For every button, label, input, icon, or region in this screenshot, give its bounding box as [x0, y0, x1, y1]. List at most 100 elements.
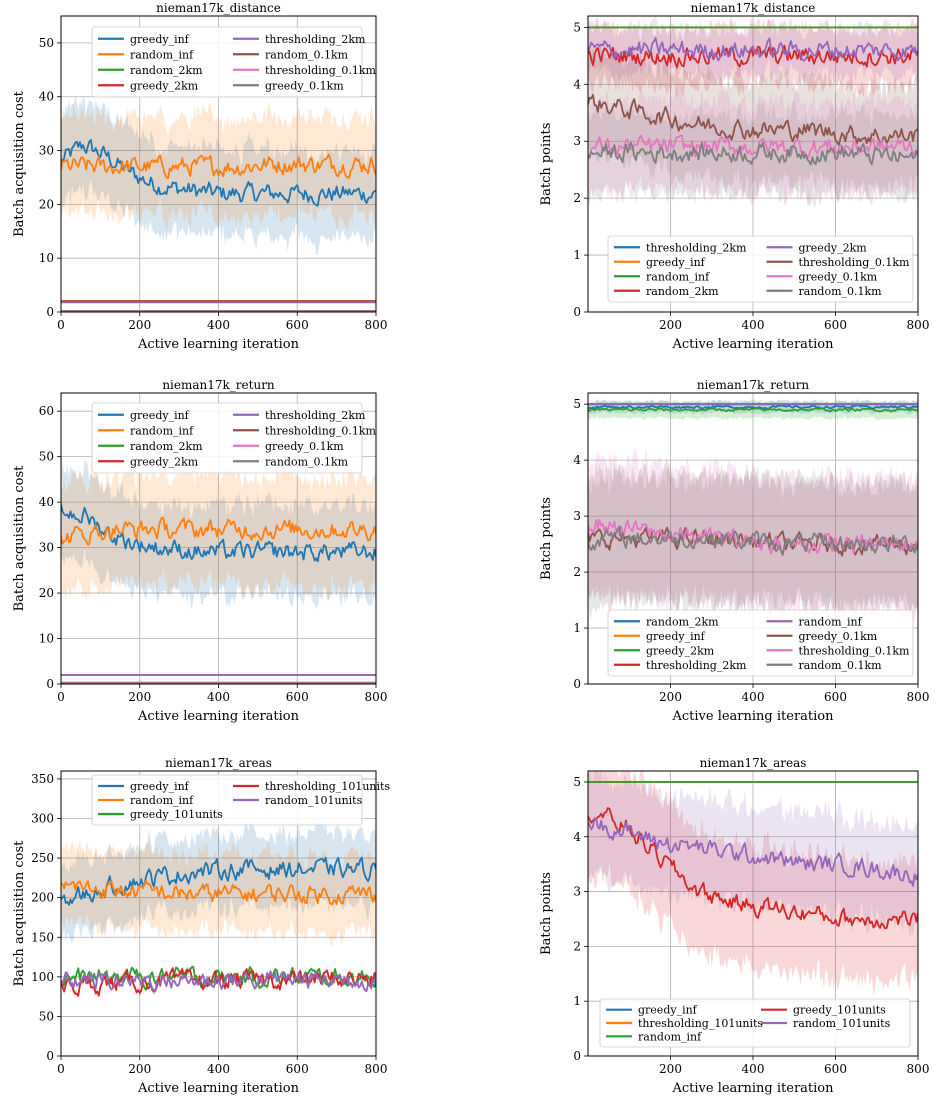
legend-item: greedy_101units	[761, 1004, 886, 1017]
x-tick-label: 400	[207, 318, 230, 332]
legend-item: random_2km	[614, 285, 719, 298]
legend-item: greedy_0.1km	[766, 270, 878, 283]
y-axis-label: Batch points	[539, 497, 554, 580]
legend-label: thresholding_0.1km	[799, 256, 910, 269]
lines	[588, 403, 918, 557]
legend-label: random_2km	[646, 615, 719, 628]
x-tick-label: 800	[365, 690, 388, 704]
legend-item: greedy_0.1km	[233, 440, 344, 453]
series-line-greedy_2km	[588, 407, 918, 413]
legend-label: thresholding_0.1km	[799, 644, 910, 657]
band-greedy_101units	[61, 964, 376, 993]
y-axis-label: Batch points	[539, 123, 554, 206]
legend-item: greedy_inf	[614, 630, 706, 643]
legend-label: greedy_inf	[130, 780, 190, 793]
x-axis-label: Active learning iteration	[671, 1081, 834, 1096]
x-tick-label: 200	[128, 1062, 151, 1076]
legend-label: greedy_0.1km	[799, 270, 878, 283]
y-tick-label: 3	[573, 509, 581, 523]
legend-item: random_0.1km	[766, 659, 882, 672]
y-tick-label: 1	[573, 248, 581, 262]
legend-box	[607, 235, 914, 303]
x-axis-label: Active learning iteration	[137, 1081, 300, 1096]
legend-box	[91, 26, 363, 98]
legend-label: random_101units	[793, 1017, 891, 1030]
legend-label: greedy_2km	[130, 79, 199, 92]
legend-label: greedy_0.1km	[799, 630, 878, 643]
legend-label: random_inf	[130, 424, 194, 437]
x-tick-label: 800	[907, 1062, 930, 1076]
legend-label: thresholding_0.1km	[265, 424, 376, 437]
legend-item: greedy_0.1km	[766, 630, 878, 643]
x-tick-label: 400	[207, 1062, 230, 1076]
x-axis-label: Active learning iteration	[671, 709, 834, 724]
legend-item: random_2km	[98, 440, 203, 453]
x-tick-label: 600	[824, 690, 847, 704]
y-tick-label: 5	[573, 775, 581, 789]
chart-title: nieman17k_distance	[691, 1, 816, 15]
x-axis-label: Active learning iteration	[671, 337, 834, 352]
legend-label: greedy_101units	[793, 1004, 886, 1017]
y-tick-label: 150	[31, 930, 54, 944]
legend-label: random_inf	[130, 794, 194, 807]
legend-item: greedy_2km	[614, 644, 715, 657]
x-tick-label: 200	[128, 690, 151, 704]
band-greedy_0.1km	[588, 86, 918, 206]
legend-item: thresholding_2km	[614, 659, 747, 672]
y-tick-label: 2	[573, 191, 581, 205]
chart-title: nieman17k_areas	[700, 756, 807, 770]
plot-area	[588, 399, 918, 629]
legend-item: random_101units	[761, 1017, 891, 1030]
band-thresholding_0.1km	[588, 42, 918, 203]
y-tick-label: 1	[573, 994, 581, 1008]
legend-label: thresholding_2km	[646, 659, 747, 672]
plot-area	[61, 821, 376, 1000]
legend-item: random_inf	[606, 1030, 702, 1043]
legend-item: thresholding_0.1km	[233, 424, 376, 437]
legend-item: greedy_inf	[606, 1004, 698, 1017]
legend-item: random_101units	[233, 794, 363, 807]
band-thresholding_0.1km	[588, 446, 918, 629]
legend-item: greedy_101units	[98, 808, 223, 821]
y-tick-label: 5	[573, 20, 581, 34]
chart-2: 200 400 600 800 0 1 2 3 4 5 nieman17k_distance Acti…	[539, 1, 929, 352]
legend-item: random_0.1km	[233, 48, 349, 61]
y-tick-label: 4	[573, 77, 581, 91]
legend-item: thresholding_2km	[614, 241, 747, 254]
legend-label: greedy_2km	[646, 644, 715, 657]
y-axis-label: Batch points	[539, 872, 554, 955]
x-tick-label: 0	[57, 318, 65, 332]
chart-title: nieman17k_return	[697, 378, 810, 392]
legend-item: thresholding_0.1km	[766, 256, 910, 269]
y-axis-label: Batch acquisition cost	[12, 90, 27, 237]
y-tick-label: 50	[39, 1009, 54, 1023]
x-tick-label: 200	[659, 318, 682, 332]
y-tick-label: 300	[31, 812, 54, 826]
chart-title: nieman17k_return	[162, 378, 275, 392]
y-tick-label: 0	[573, 305, 581, 319]
legend-label: greedy_0.1km	[265, 440, 344, 453]
legend-item: random_inf	[98, 424, 194, 437]
y-tick-label: 2	[573, 565, 581, 579]
y-axis-label: Batch acquisition cost	[12, 840, 27, 987]
legend-item: thresholding_0.1km	[766, 644, 910, 657]
series-line-greedy_0.1km	[588, 134, 918, 160]
x-tick-label: 800	[907, 690, 930, 704]
legend-item: greedy_inf	[98, 409, 190, 422]
legend-label: greedy_inf	[638, 1004, 698, 1017]
legend: greedy_inf greedy_101units thresholding_10…	[599, 998, 911, 1048]
y-tick-label: 250	[31, 851, 54, 865]
legend-item: random_inf	[98, 48, 194, 61]
y-tick-label: 5	[573, 397, 581, 411]
series-line-random_inf	[61, 879, 376, 906]
legend-item: random_inf	[766, 615, 863, 628]
series-line-greedy_2km	[588, 37, 918, 62]
series-line-random_101units	[588, 817, 918, 887]
band-random_2km	[588, 16, 918, 100]
chart-3: 0 200 400 600 800 0 10 20 30 40 50 60 nieman17k_retu…	[12, 378, 387, 724]
legend-item: greedy_2km	[98, 79, 199, 92]
series-line-random_101units	[61, 970, 376, 992]
band-random_inf	[61, 102, 376, 232]
x-tick-label: 400	[742, 690, 765, 704]
